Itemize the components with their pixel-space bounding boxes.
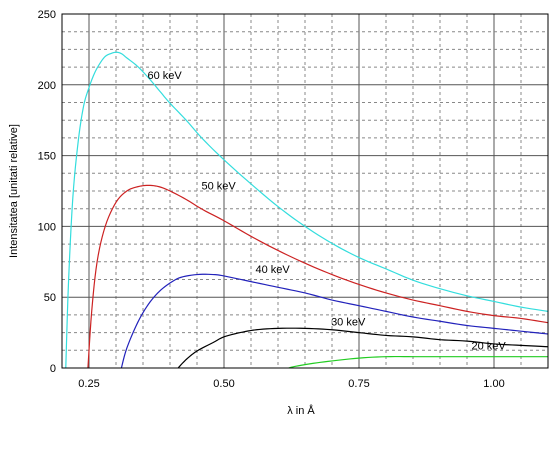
- y-tick-label: 100: [38, 221, 56, 233]
- plot-frame: [61, 13, 549, 369]
- x-tick-label: 0.25: [78, 378, 99, 390]
- y-axis-label: Intensitatea [unitati relative]: [8, 124, 20, 258]
- y-tick-label: 50: [44, 292, 56, 304]
- y-tick-label: 0: [50, 363, 56, 375]
- series-line-60-kev: [65, 51, 549, 369]
- y-tick-label: 200: [38, 80, 56, 92]
- series-line-50-kev: [87, 184, 549, 369]
- series-label-20-kev: 20 keV: [471, 341, 506, 353]
- series-label-40-kev: 40 keV: [255, 264, 290, 276]
- series-label-30-kev: 30 keV: [331, 317, 366, 329]
- series-line-30-kev: [177, 327, 549, 369]
- series-line-20-kev: [288, 355, 548, 369]
- grid: [62, 14, 548, 368]
- series-label-50-kev: 50 keV: [201, 181, 236, 193]
- x-tick-label: 1.00: [483, 378, 504, 390]
- x-axis-label: λ in Å: [287, 404, 315, 417]
- axis-ticks: 0.25 0.50 0.75 1.00 0 50 100 150 200 250: [38, 9, 505, 390]
- y-tick-label: 150: [38, 151, 56, 163]
- x-tick-label: 0.50: [213, 378, 234, 390]
- x-tick-label: 0.75: [348, 378, 369, 390]
- series-line-40-kev: [120, 273, 549, 369]
- y-tick-label: 250: [38, 9, 56, 21]
- series-label-60-kev: 60 keV: [147, 70, 182, 82]
- series-layer: 60 keV 50 keV 40 keV 30 keV 20 keV: [65, 51, 549, 369]
